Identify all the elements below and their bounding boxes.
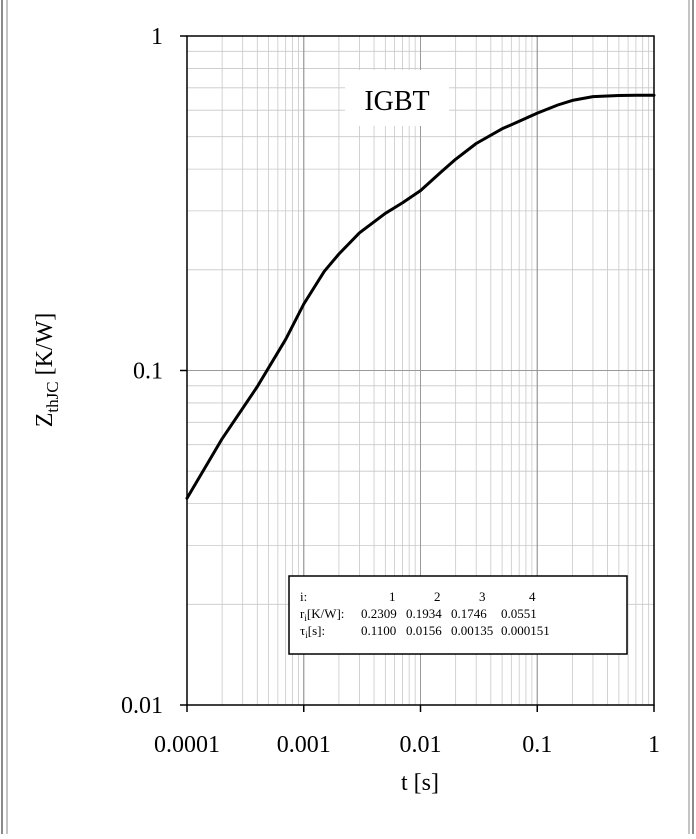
param-cell: 3 [479, 589, 486, 604]
param-cell: 0.0551 [501, 606, 537, 621]
param-cell: 0.2309 [361, 606, 397, 621]
param-table: i: 1 2 3 4 ri[K/W]: 0.2309 0.1934 0.1746 0.0551 τi… [300, 589, 550, 640]
param-row-label: i: [300, 589, 307, 604]
x-tick-label: 0.1 [522, 732, 552, 758]
x-axis-label: t [s] [401, 770, 439, 796]
x-tick-label: 0.01 [400, 732, 442, 758]
title-box [345, 70, 449, 126]
y-axis-label: ZthJC [K/W] [32, 313, 62, 428]
y-label-unit: [K/W] [32, 313, 58, 382]
param-row-label: τi[s]: [300, 623, 325, 640]
x-tick-label: 0.001 [277, 732, 331, 758]
y-tick-label: 1 [151, 24, 163, 50]
y-label-main: Z [32, 413, 58, 428]
chart-title: IGBT [364, 86, 429, 117]
param-cell: 2 [434, 589, 441, 604]
param-cell: 0.1100 [361, 623, 396, 638]
axis-ticks: 0.0001 0.001 0.01 0.1 1 0.01 0.1 1 [121, 24, 660, 758]
series-line-0 [185, 93, 656, 500]
param-cell: 0.000151 [501, 623, 550, 638]
y-label-sub: thJC [43, 381, 62, 412]
param-cell: 0.1746 [451, 606, 487, 621]
x-tick-label: 1 [648, 732, 660, 758]
param-row-label: ri[K/W]: [300, 606, 344, 623]
param-cell: 0.0156 [406, 623, 442, 638]
param-cell: 1 [389, 589, 396, 604]
param-cell: 0.00135 [451, 623, 493, 638]
param-cell: 4 [529, 589, 536, 604]
param-cell: 0.1934 [406, 606, 442, 621]
series-group [185, 93, 656, 500]
y-tick-label: 0.01 [121, 693, 163, 719]
param-table-box [288, 575, 628, 655]
x-tick-label: 0.0001 [154, 732, 220, 758]
y-tick-label: 0.1 [133, 359, 163, 385]
